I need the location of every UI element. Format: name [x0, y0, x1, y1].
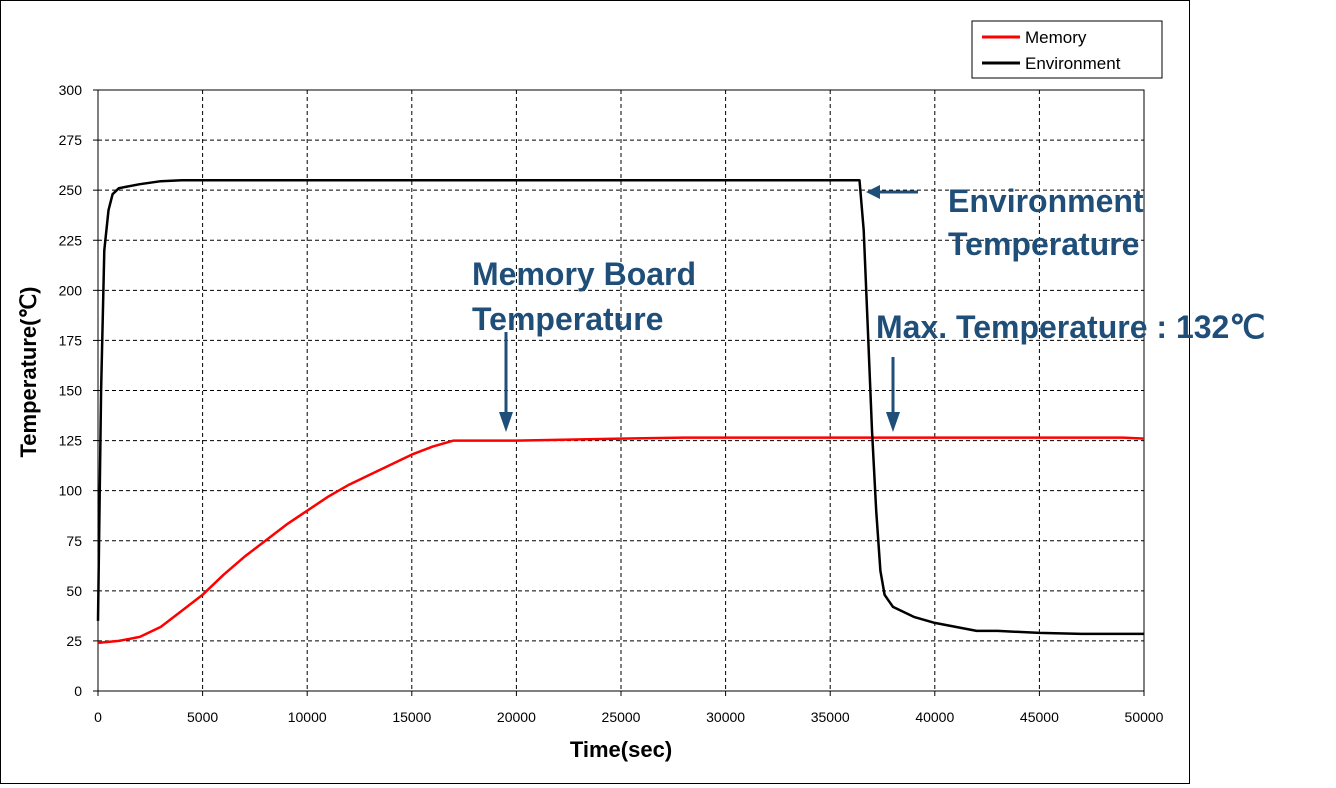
x-tick-labels: 0 5000 10000 15000 20000 25000 30000 35000 40000…	[94, 709, 1164, 725]
x-tick-label: 5000	[187, 709, 218, 725]
annotation-memory-arrow-head	[499, 412, 513, 432]
y-tick-label: 200	[59, 282, 83, 298]
y-tick-label: 300	[59, 82, 83, 98]
y-tick-labels: 0 25 50 75 100 125 150 175 200 225 250 275 300	[59, 82, 83, 699]
annotation-memory-line1: Memory Board	[472, 256, 696, 292]
x-tick-label: 25000	[602, 709, 641, 725]
y-tick-label: 25	[66, 633, 82, 649]
x-tick-label: 15000	[392, 709, 431, 725]
legend-label-memory: Memory	[1025, 28, 1087, 47]
annotation-environment-line2: Temperature	[948, 226, 1139, 262]
y-tick-label: 125	[59, 433, 83, 449]
legend: Memory Environment	[971, 20, 1163, 79]
annotation-environment-arrow-head	[866, 185, 880, 199]
x-tick-label: 50000	[1125, 709, 1164, 725]
annotation-max: Max. Temperature : 132℃	[876, 309, 1265, 432]
y-tick-label: 75	[66, 533, 82, 549]
x-tick-label: 40000	[915, 709, 954, 725]
annotation-max-text: Max. Temperature : 132℃	[876, 309, 1265, 345]
x-tick-label: 20000	[497, 709, 536, 725]
y-tick-label: 225	[59, 232, 83, 248]
series-line-environment	[96, 178, 1144, 636]
series-line-memory	[97, 436, 1145, 645]
y-tick-label: 250	[59, 182, 83, 198]
annotation-environment-line1: Environment	[948, 183, 1144, 219]
y-tick-label: 275	[59, 132, 83, 148]
series-lines	[96, 178, 1145, 645]
annotation-memory: Memory Board Temperature	[472, 256, 696, 432]
annotation-max-arrow-head	[886, 412, 900, 432]
x-tick-label: 0	[94, 709, 102, 725]
x-tick-label: 10000	[288, 709, 327, 725]
legend-box	[971, 20, 1163, 79]
annotation-memory-line2: Temperature	[472, 301, 663, 337]
gridlines	[93, 89, 1145, 696]
x-tick-label: 35000	[811, 709, 850, 725]
y-tick-label: 0	[74, 683, 82, 699]
y-axis-title: Temperature(℃)	[16, 287, 41, 458]
x-axis-title: Time(sec)	[570, 737, 672, 762]
y-tick-label: 100	[59, 483, 83, 499]
x-tick-label: 30000	[706, 709, 745, 725]
legend-label-environment: Environment	[1025, 54, 1121, 73]
annotation-environment: Environment Temperature	[866, 183, 1144, 262]
y-tick-label: 175	[59, 332, 83, 348]
y-tick-label: 150	[59, 383, 83, 399]
y-tick-label: 50	[66, 583, 82, 599]
x-tick-label: 45000	[1020, 709, 1059, 725]
